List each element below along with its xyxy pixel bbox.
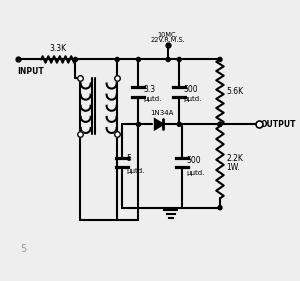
Circle shape [166,57,170,62]
Text: 5: 5 [20,244,26,254]
Circle shape [218,206,222,210]
Text: 1N34A: 1N34A [150,110,173,116]
Circle shape [218,122,222,126]
Text: OUTPUT: OUTPUT [261,120,296,129]
Text: 3.3: 3.3 [143,85,155,94]
Text: 10MC.: 10MC. [158,32,178,38]
Text: μμtd.: μμtd. [143,96,161,102]
Text: 5.6K: 5.6K [226,87,244,96]
Text: 22V.R.M.S.: 22V.R.M.S. [151,37,185,43]
Circle shape [177,122,181,126]
Circle shape [74,57,77,62]
Circle shape [136,122,140,126]
Text: 5: 5 [126,154,131,163]
Text: 3.3K: 3.3K [50,44,67,53]
Circle shape [177,57,181,62]
Circle shape [218,122,222,126]
Text: 2.2K: 2.2K [226,154,243,163]
Text: 1W.: 1W. [226,163,240,172]
Circle shape [218,57,222,62]
Text: 500: 500 [184,85,199,94]
Text: INPUT: INPUT [17,67,44,76]
Text: 500: 500 [187,156,201,165]
Circle shape [115,57,119,62]
Text: μμtd.: μμtd. [126,167,145,174]
Text: μμtd.: μμtd. [187,170,205,176]
Text: μμtd.: μμtd. [184,96,202,102]
Polygon shape [155,119,163,129]
Circle shape [136,57,140,62]
